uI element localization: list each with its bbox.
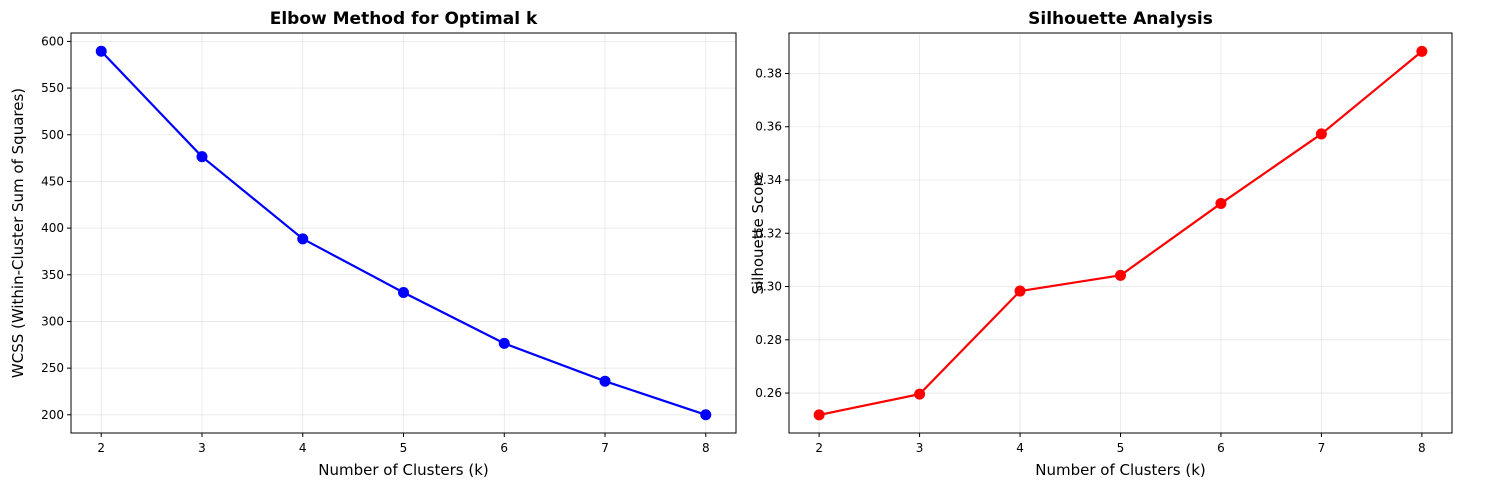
elbow-series xyxy=(95,45,712,421)
silhouette-x-axis-label: Number of Clusters (k) xyxy=(1035,461,1205,479)
silhouette-series xyxy=(813,45,1428,421)
elbow-y-axis-label: WCSS (Within-Cluster Sum of Squares) xyxy=(9,88,27,378)
elbow-ticks: 2 3 4 5 6 7 8 200 250 300 350 400 450 500 550 600 xyxy=(41,34,709,455)
silhouette-y-tick-label: 0.32 xyxy=(755,226,782,240)
silhouette-data-point xyxy=(813,409,825,421)
elbow-y-tick-label: 350 xyxy=(41,268,64,282)
elbow-x-tick-label: 8 xyxy=(702,441,710,455)
silhouette-y-tick-label: 0.26 xyxy=(755,386,782,400)
silhouette-ticks: 2 3 4 5 6 7 8 0.26 0.28 0.30 0.32 0.34 0.36 0.38 xyxy=(755,66,1425,455)
silhouette-y-tick-label: 0.30 xyxy=(755,280,782,294)
elbow-x-tick-label: 3 xyxy=(198,441,206,455)
silhouette-x-tick-label: 7 xyxy=(1318,441,1326,455)
elbow-chart-panel: 2 3 4 5 6 7 8 200 250 300 350 400 450 500 550 600 Elbow… xyxy=(9,9,737,479)
elbow-y-tick-label: 600 xyxy=(41,34,64,48)
elbow-x-tick-label: 4 xyxy=(299,441,307,455)
elbow-y-tick-label: 450 xyxy=(41,174,64,188)
silhouette-x-tick-label: 5 xyxy=(1117,441,1125,455)
silhouette-y-tick-label: 0.28 xyxy=(755,333,782,347)
elbow-x-tick-label: 5 xyxy=(400,441,408,455)
silhouette-grid xyxy=(789,33,1452,433)
silhouette-data-point xyxy=(1014,285,1026,297)
elbow-y-tick-label: 200 xyxy=(41,408,64,422)
silhouette-data-point xyxy=(1416,45,1428,57)
elbow-data-point xyxy=(498,337,510,349)
elbow-y-tick-label: 500 xyxy=(41,128,64,142)
silhouette-x-tick-label: 8 xyxy=(1418,441,1426,455)
elbow-chart-title: Elbow Method for Optimal k xyxy=(270,9,538,29)
elbow-data-point xyxy=(700,409,712,421)
silhouette-y-tick-label: 0.34 xyxy=(755,173,782,187)
elbow-data-point xyxy=(599,375,611,387)
silhouette-y-tick-label: 0.36 xyxy=(755,120,782,134)
silhouette-data-point xyxy=(1215,197,1227,209)
elbow-data-point xyxy=(95,45,107,57)
elbow-data-point xyxy=(297,233,309,245)
silhouette-x-tick-label: 6 xyxy=(1217,441,1225,455)
elbow-x-tick-label: 2 xyxy=(97,441,105,455)
silhouette-x-tick-label: 3 xyxy=(916,441,924,455)
elbow-y-tick-label: 250 xyxy=(41,361,64,375)
elbow-x-axis-label: Number of Clusters (k) xyxy=(318,461,488,479)
silhouette-x-tick-label: 4 xyxy=(1016,441,1024,455)
elbow-x-tick-label: 6 xyxy=(500,441,508,455)
elbow-grid xyxy=(71,33,736,433)
elbow-y-tick-label: 300 xyxy=(41,314,64,328)
silhouette-data-point xyxy=(914,388,926,400)
silhouette-data-point xyxy=(1315,128,1327,140)
silhouette-chart-title: Silhouette Analysis xyxy=(1028,9,1213,29)
silhouette-chart-panel: 2 3 4 5 6 7 8 0.26 0.28 0.30 0.32 0.34 0.36 0.38 Silh… xyxy=(749,9,1453,479)
silhouette-y-axis-label: Silhouette Score xyxy=(749,171,767,294)
silhouette-y-tick-label: 0.38 xyxy=(755,66,782,80)
elbow-data-point xyxy=(196,151,208,163)
elbow-y-tick-label: 550 xyxy=(41,81,64,95)
silhouette-data-point xyxy=(1115,269,1126,281)
elbow-y-tick-label: 400 xyxy=(41,221,64,235)
silhouette-x-tick-label: 2 xyxy=(815,441,823,455)
elbow-x-tick-label: 7 xyxy=(601,441,609,455)
elbow-data-point xyxy=(398,287,409,299)
